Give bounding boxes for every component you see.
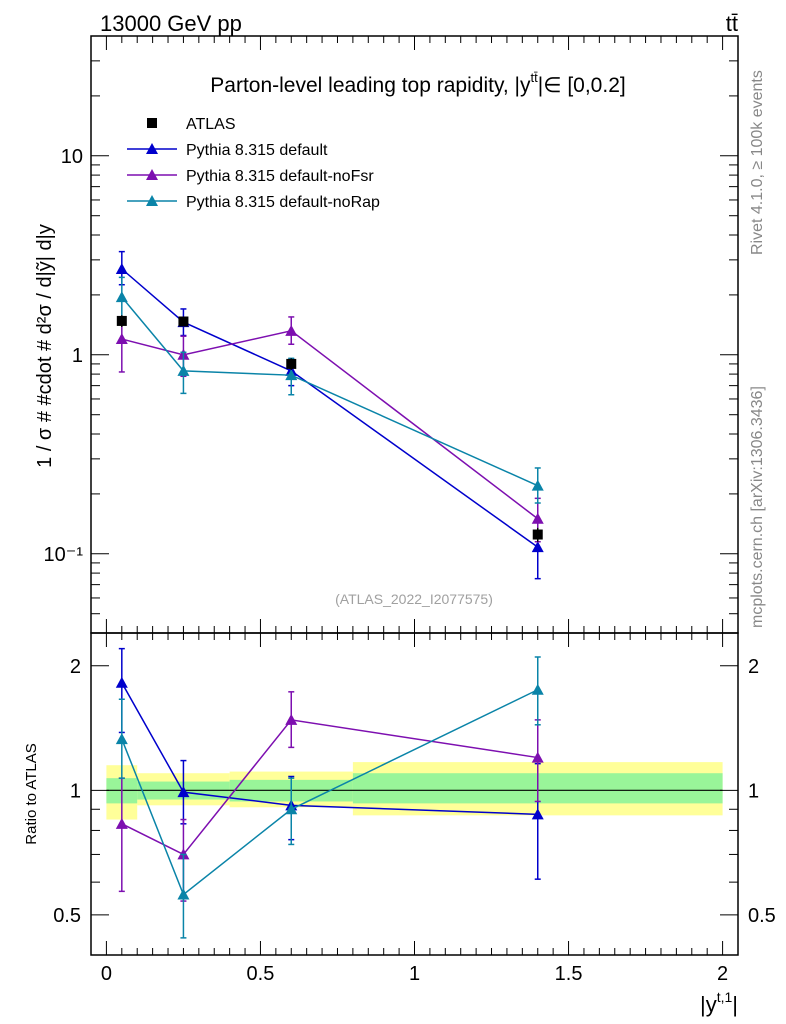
- series-line-pythia-norap: [121, 689, 539, 896]
- ratio-y-axis-label: Ratio to ATLAS: [23, 743, 40, 844]
- data-point-pythia-norap: [531, 683, 544, 695]
- legend: ATLAS Pythia 8.315 default Pythia 8.315 …: [127, 116, 380, 211]
- y-tick-label-left: 0.5: [53, 905, 81, 927]
- data-point-pythia-default: [115, 676, 128, 688]
- data-point-pythia-norap: [177, 364, 190, 376]
- y-tick-label-right: 1: [748, 780, 759, 802]
- legend-label-atlas: ATLAS: [186, 116, 236, 133]
- data-point-atlas: [178, 316, 189, 327]
- ratio-panel: 0 0.5 1 1.5 2 0.5 0.5 1 1 2 2 Ratio to ATLAS: [23, 632, 776, 985]
- legend-marker-pythia-nofsr: [146, 169, 158, 180]
- data-point-pythia-norap: [115, 291, 128, 303]
- legend-marker-pythia-norap: [146, 195, 158, 206]
- legend-label-pythia-norap: Pythia 8.315 default-noRap: [186, 194, 380, 211]
- y-tick-label-right: 0.5: [748, 905, 776, 927]
- x-tick-label: 0: [101, 963, 112, 985]
- data-point-pythia-nofsr: [531, 751, 544, 763]
- legend-entry-pythia-norap: Pythia 8.315 default-noRap: [127, 194, 380, 211]
- ratio-y-ticks: 0.5 0.5 1 1 2 2: [53, 656, 776, 956]
- main-panel: 10⁻¹ 1 10 Parton-level leading top rapidit…: [34, 35, 739, 634]
- data-point-atlas: [286, 358, 297, 369]
- data-point-pythia-nofsr: [285, 324, 298, 336]
- main-y-ticks: 10⁻¹ 1 10: [44, 35, 738, 634]
- x-axis-label: |yt,1|: [700, 989, 738, 1017]
- energy-label: 13000 GeV pp: [100, 11, 242, 36]
- x-tick-label: 1.5: [555, 963, 583, 985]
- x-tick-label: 2: [717, 963, 728, 985]
- legend-marker-atlas: [147, 118, 157, 128]
- legend-entry-atlas: ATLAS: [147, 116, 236, 133]
- y-tick-label: 1: [72, 345, 83, 367]
- data-point-atlas: [532, 529, 543, 540]
- legend-label-pythia-nofsr: Pythia 8.315 default-noFsr: [186, 168, 374, 185]
- series-line-pythia-nofsr: [121, 719, 538, 856]
- series-line-pythia-default: [121, 682, 538, 816]
- series-line-pythia-nofsr: [121, 330, 539, 520]
- data-point-pythia-norap: [177, 888, 190, 900]
- y-tick-label-left: 1: [70, 780, 81, 802]
- legend-entry-pythia-default: Pythia 8.315 default: [127, 142, 328, 159]
- mcplots-label: mcplots.cern.ch [arXiv:1306.3436]: [749, 386, 766, 628]
- data-point-pythia-default: [115, 262, 128, 274]
- process-label: tt̄: [726, 11, 738, 36]
- x-tick-label: 1: [409, 963, 420, 985]
- data-point-pythia-norap: [285, 803, 298, 815]
- data-point-pythia-nofsr: [531, 512, 544, 524]
- main-title: Parton-level leading top rapidity, |ytt̄…: [210, 70, 625, 97]
- data-point-pythia-default: [531, 541, 544, 553]
- data-point-pythia-norap: [531, 479, 544, 491]
- data-point-pythia-nofsr: [115, 817, 128, 829]
- ratio-series-group: [115, 647, 544, 939]
- data-point-pythia-nofsr: [285, 713, 298, 725]
- legend-label-pythia-default: Pythia 8.315 default: [186, 142, 328, 159]
- data-point-pythia-norap: [115, 733, 128, 745]
- y-tick-label: 10⁻¹: [44, 544, 84, 566]
- main-x-ticks: [105, 36, 724, 633]
- series-line-pythia-default: [121, 268, 539, 548]
- y-tick-label-left: 2: [70, 656, 81, 678]
- analysis-watermark: (ATLAS_2022_I2077575): [335, 591, 493, 607]
- data-point-pythia-default: [177, 786, 190, 798]
- legend-marker-pythia-default: [146, 143, 158, 154]
- rivet-version-label: Rivet 4.1.0, ≥ 100k events: [749, 70, 766, 255]
- main-series-group: [115, 250, 544, 580]
- y-tick-label-right: 2: [748, 656, 759, 678]
- y-tick-label: 10: [61, 146, 83, 168]
- data-point-pythia-nofsr: [115, 333, 128, 345]
- data-point-atlas: [116, 315, 127, 326]
- x-tick-label: 0.5: [247, 963, 275, 985]
- main-y-axis-label: 1 / σ # #cdot # d²σ / d|ỹ| d|y: [34, 224, 56, 468]
- ratio-x-ticks: 0 0.5 1 1.5 2: [101, 633, 728, 985]
- data-point-pythia-default: [531, 808, 544, 820]
- series-line-pythia-norap: [121, 296, 539, 487]
- legend-entry-pythia-nofsr: Pythia 8.315 default-noFsr: [127, 168, 374, 185]
- data-point-pythia-norap: [285, 369, 298, 381]
- ratio-bands: [106, 762, 723, 820]
